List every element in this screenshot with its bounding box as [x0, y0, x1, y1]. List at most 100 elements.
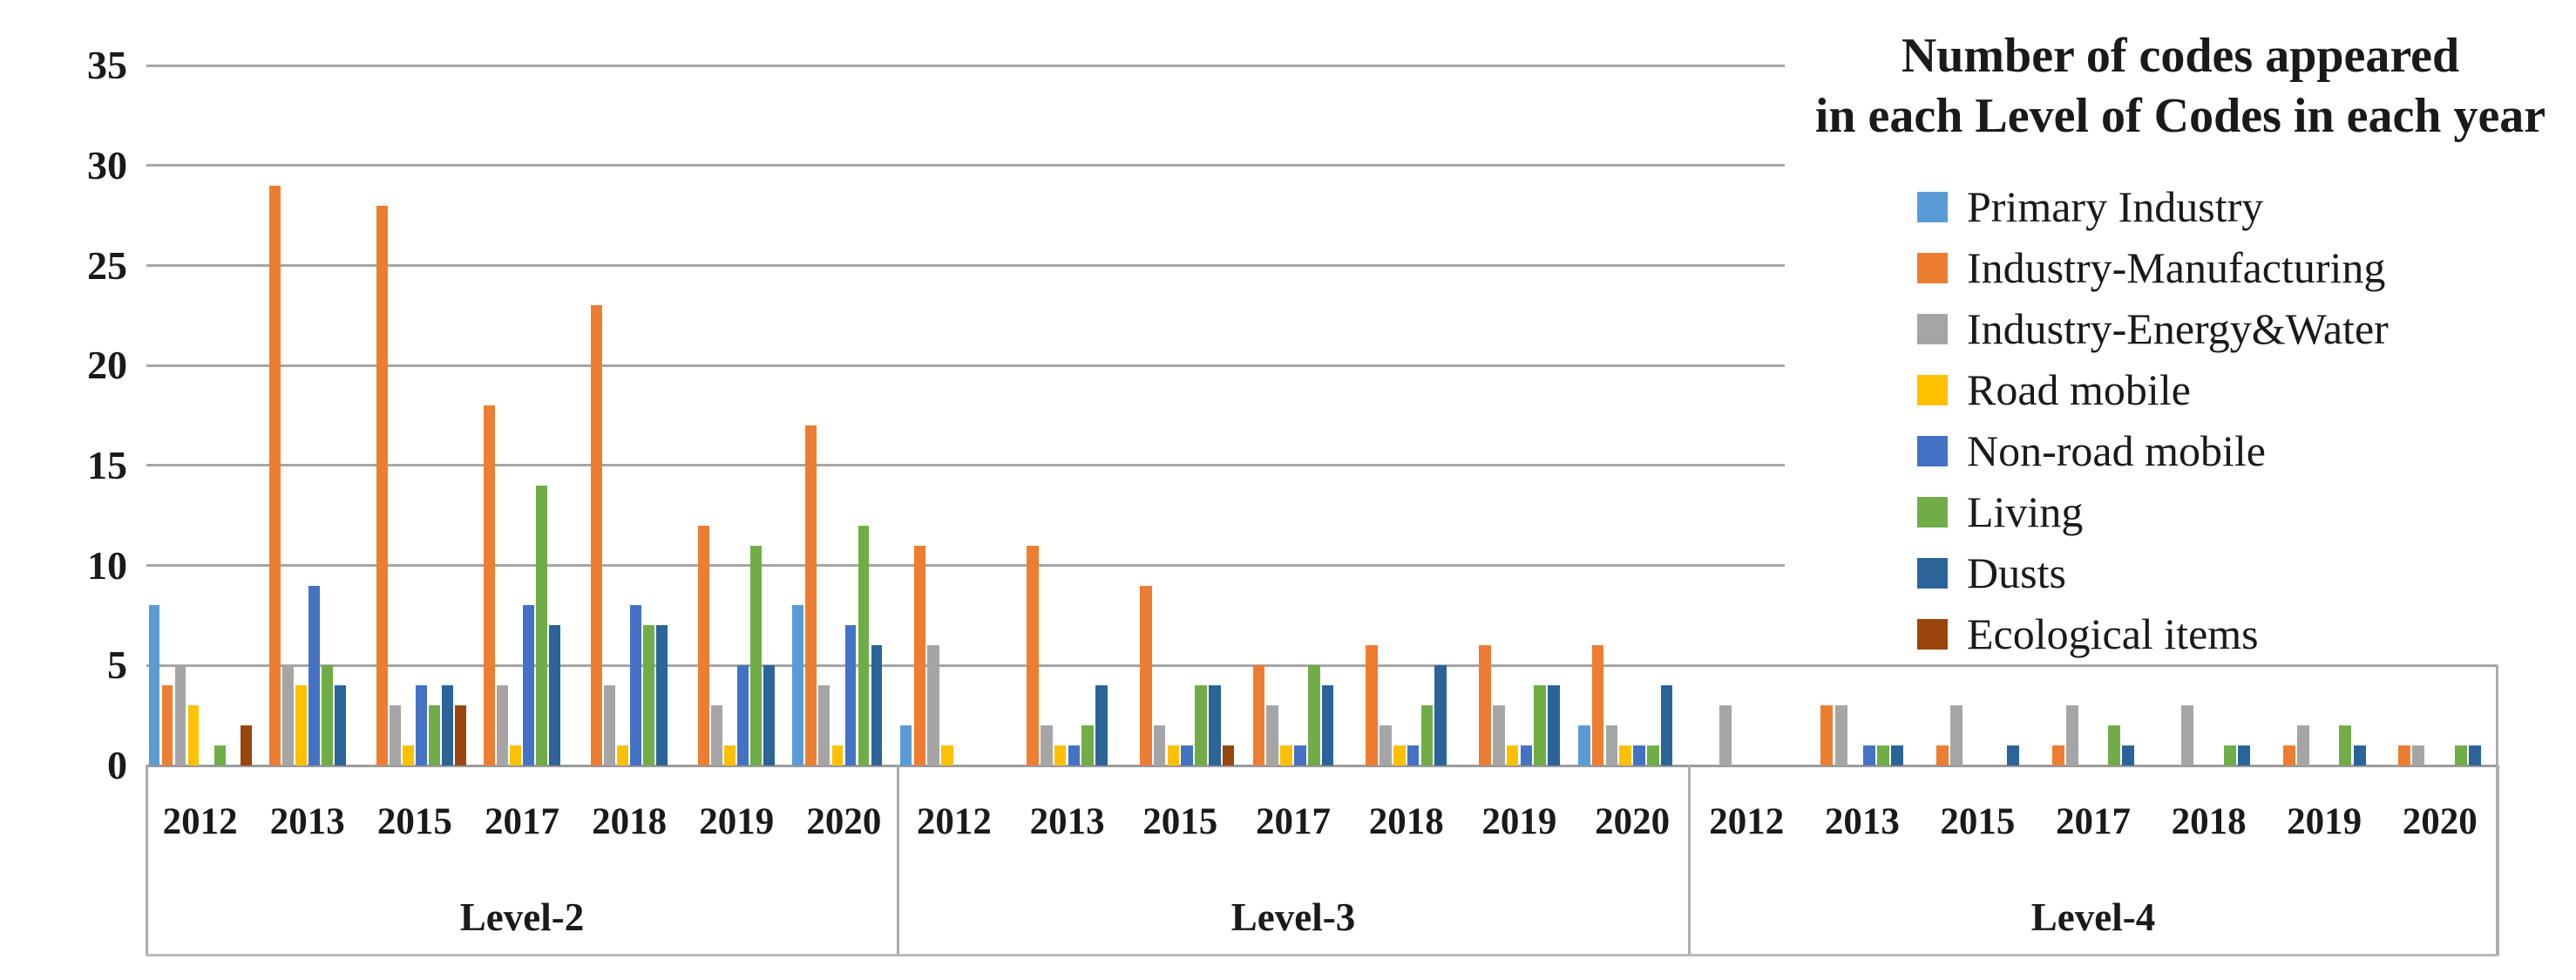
bar-level-3-2017-living	[1307, 665, 1320, 766]
bar-level-2-2020-road-mobile	[831, 745, 844, 766]
legend-label: Living	[1967, 487, 2084, 536]
legend-label: Dusts	[1967, 548, 2066, 597]
bar-level-2-2012-primary-industry	[148, 605, 160, 766]
bar-level-3-2018-non-road-mobile	[1407, 745, 1420, 766]
bar-level-2-2015-industry-energy-water	[389, 705, 401, 766]
bar-level-2-2015-non-road-mobile	[415, 685, 427, 766]
y-tick-label: 10	[87, 542, 127, 588]
bar-level-2-2017-industry-manufacturing	[484, 405, 495, 766]
chart-title-line1: Number of codes appeared	[1901, 29, 2460, 83]
group-label-level-4: Level-4	[2030, 895, 2156, 939]
bar-level-4-2015-dusts	[2006, 745, 2019, 766]
y-tick-label: 35	[87, 43, 127, 88]
bar-level-3-2013-industry-manufacturing	[1027, 545, 1039, 766]
bar-level-3-2012-primary-industry	[899, 725, 912, 766]
bar-level-2-2018-industry-energy-water	[604, 685, 616, 766]
legend-swatch-icon	[1917, 313, 1948, 344]
year-label: 2012	[916, 801, 992, 842]
bar-level-4-2013-living	[1877, 745, 1890, 766]
year-label: 2018	[2171, 801, 2247, 842]
bar-level-2-2015-living	[428, 705, 440, 766]
legend-item: Ecological items	[1917, 603, 2576, 664]
bar-level-4-2015-industry-energy-water	[1950, 705, 1963, 766]
bar-level-2-2020-primary-industry	[792, 605, 804, 766]
bar-level-2-2020-non-road-mobile	[844, 625, 857, 766]
legend-label: Road mobile	[1967, 365, 2191, 414]
bar-level-3-2018-industry-energy-water	[1380, 725, 1392, 766]
chart-title: Number of codes appeared in each Level o…	[1785, 0, 2576, 146]
legend-swatch-icon	[1917, 496, 1948, 527]
bar-level-3-2017-industry-energy-water	[1266, 705, 1279, 766]
gridline-10	[146, 564, 2498, 568]
bar-level-3-2019-dusts	[1548, 685, 1560, 766]
bar-level-2-2012-road-mobile	[187, 705, 200, 766]
year-label: 2012	[1709, 801, 1785, 842]
bar-level-3-2020-dusts	[1660, 685, 1673, 766]
bar-level-2-2019-road-mobile	[724, 745, 736, 766]
legend-label: Primary Industry	[1967, 182, 2264, 231]
gridline-5	[146, 664, 2498, 667]
bar-level-4-2018-dusts	[2238, 745, 2250, 766]
bar-level-3-2020-industry-manufacturing	[1591, 645, 1604, 766]
bar-level-3-2018-road-mobile	[1393, 745, 1406, 766]
bar-level-4-2013-dusts	[1891, 745, 1904, 766]
bar-level-3-2017-non-road-mobile	[1294, 745, 1306, 766]
year-label: 2020	[1595, 801, 1671, 842]
year-label: 2018	[592, 801, 668, 842]
bar-level-2-2012-living	[214, 745, 226, 766]
bar-level-4-2015-industry-manufacturing	[1936, 745, 1949, 766]
bar-level-3-2013-road-mobile	[1054, 745, 1067, 766]
group-label-level-3: Level-3	[1230, 895, 1356, 939]
bar-level-4-2018-industry-energy-water	[2181, 705, 2194, 766]
legend-swatch-icon	[1917, 618, 1948, 650]
bar-level-2-2013-industry-manufacturing	[268, 185, 281, 766]
bar-level-4-2017-living	[2108, 725, 2121, 766]
bar-level-2-2013-dusts	[334, 685, 346, 766]
y-tick-label: 5	[107, 643, 127, 688]
legend-swatch-icon	[1917, 252, 1948, 283]
bar-level-3-2015-dusts	[1209, 685, 1221, 766]
year-label: 2012	[162, 801, 238, 842]
legend-swatch-icon	[1917, 557, 1948, 589]
bar-level-2-2017-living	[536, 485, 547, 766]
year-label: 2019	[1481, 801, 1557, 842]
year-label: 2015	[1142, 801, 1218, 842]
gridline-25	[146, 264, 2498, 267]
bar-level-2-2015-dusts	[441, 685, 453, 766]
bar-level-3-2020-primary-industry	[1577, 725, 1590, 766]
bar-level-2-2019-living	[750, 545, 763, 766]
bar-level-4-2020-industry-energy-water	[2412, 745, 2425, 766]
year-label: 2020	[2402, 801, 2478, 842]
bar-level-2-2017-non-road-mobile	[523, 605, 534, 766]
legend-label: Industry-Manufacturing	[1967, 243, 2386, 292]
year-label: 2015	[376, 801, 452, 842]
bar-level-3-2015-industry-manufacturing	[1139, 585, 1152, 766]
y-tick-label: 15	[87, 442, 127, 487]
legend-label: Ecological items	[1967, 609, 2259, 658]
year-label: 2013	[269, 801, 345, 842]
legend-item: Primary Industry	[1917, 176, 2576, 237]
year-label: 2019	[699, 801, 775, 842]
gridline-30	[146, 164, 2498, 167]
y-tick-label: 25	[87, 242, 127, 288]
bar-level-3-2020-industry-energy-water	[1605, 725, 1618, 766]
bar-level-2-2013-road-mobile	[295, 685, 307, 766]
bar-level-3-2017-road-mobile	[1280, 745, 1292, 766]
bar-level-2-2018-industry-manufacturing	[591, 305, 602, 766]
group-label-level-2: Level-2	[459, 895, 585, 939]
legend-swatch-icon	[1917, 435, 1948, 466]
bar-level-3-2020-road-mobile	[1619, 745, 1632, 766]
bar-level-2-2020-dusts	[871, 645, 883, 766]
chart-title-line2: in each Level of Codes in each year	[1814, 89, 2546, 143]
bar-level-3-2020-non-road-mobile	[1633, 745, 1645, 766]
bar-level-3-2012-industry-energy-water	[927, 645, 939, 766]
bar-level-4-2019-industry-manufacturing	[2282, 745, 2295, 766]
bar-level-2-2019-industry-energy-water	[711, 705, 723, 766]
y-tick-label: 20	[87, 343, 127, 388]
bar-level-3-2019-living	[1534, 685, 1546, 766]
bar-level-4-2019-dusts	[2353, 745, 2366, 766]
year-label: 2017	[1256, 801, 1331, 842]
bar-level-3-2020-living	[1647, 745, 1659, 766]
bar-level-3-2018-dusts	[1434, 665, 1447, 766]
bar-level-2-2019-non-road-mobile	[737, 665, 749, 766]
